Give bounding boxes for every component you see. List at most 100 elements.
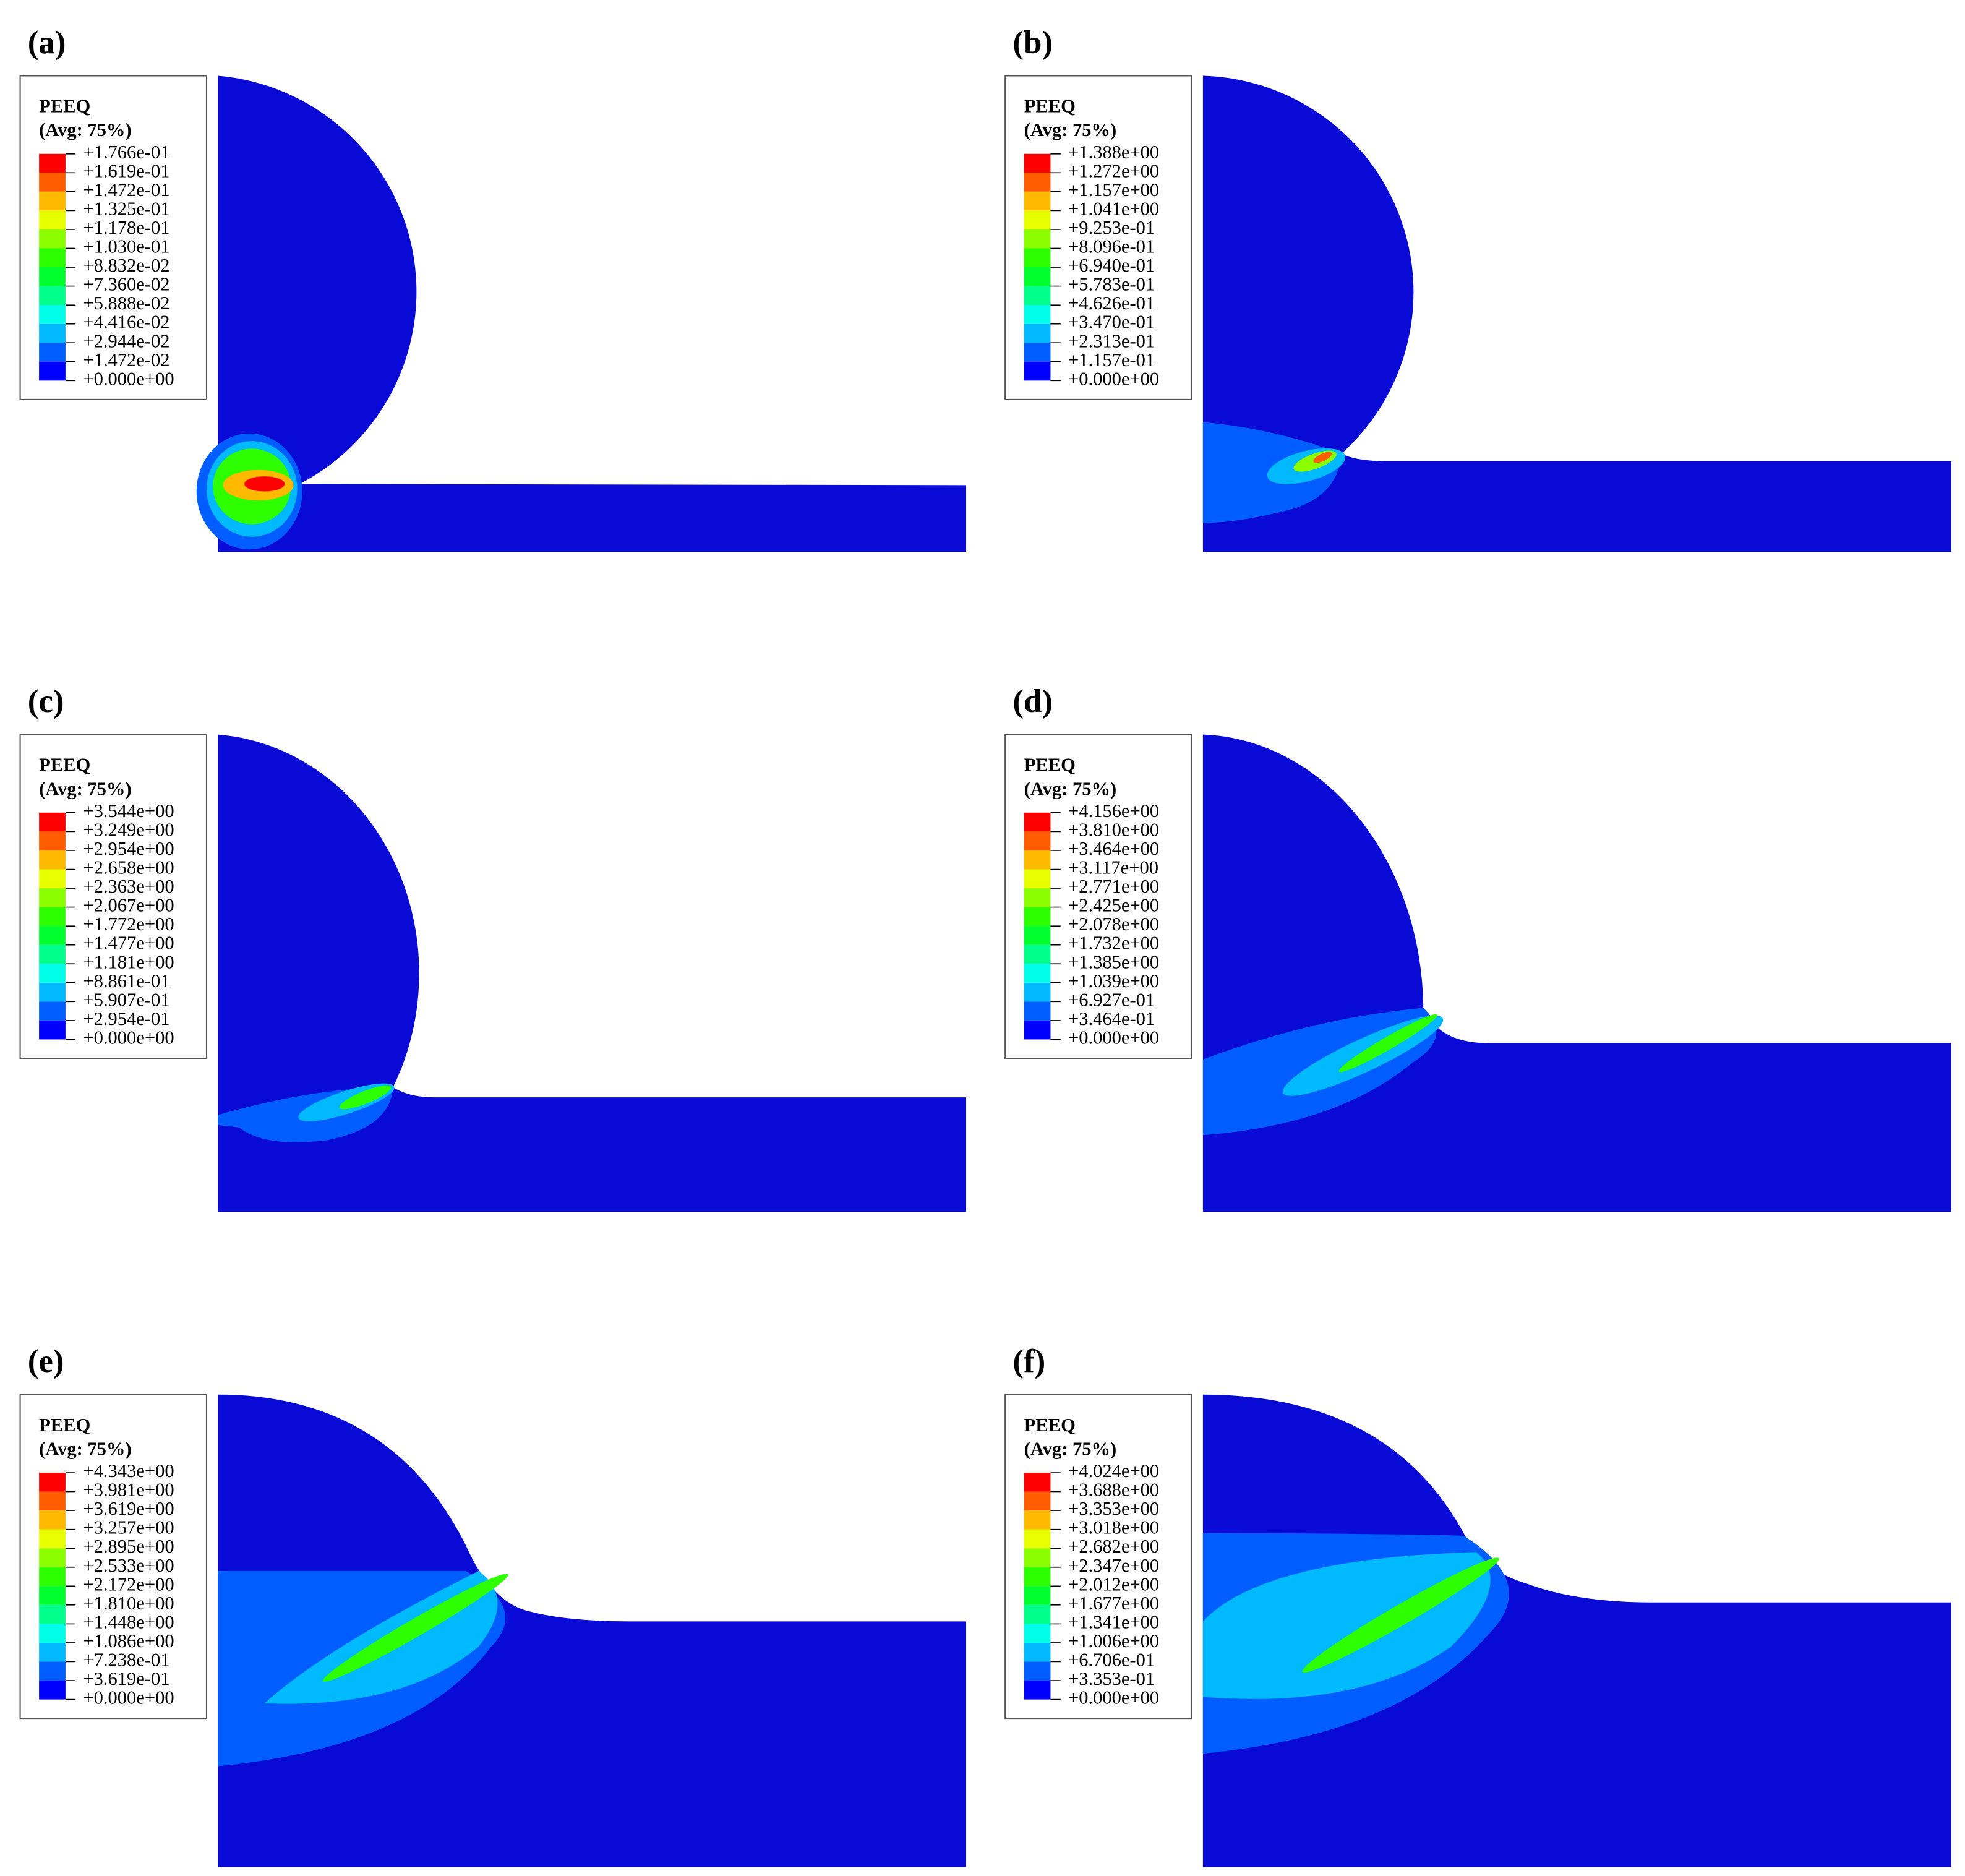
mesh — [218, 1394, 967, 1867]
legend-swatch — [1024, 343, 1051, 362]
legend-swatch — [1024, 210, 1051, 229]
panel: (b)PEEQ(Avg: 75%)+1.388e+00+1.272e+00+1.… — [1004, 25, 1951, 552]
legend-swatch — [39, 1567, 66, 1587]
legend-value: +8.832e-02 — [83, 255, 169, 276]
legend-swatch — [39, 361, 66, 381]
legend-value: +2.954e+00 — [83, 838, 174, 859]
legend-swatch — [1024, 1567, 1051, 1587]
legend-subtitle: (Avg: 75%) — [1024, 778, 1117, 799]
legend-value: +2.682e+00 — [1068, 1536, 1159, 1557]
legend-swatch — [39, 1624, 66, 1643]
legend-value: +1.772e+00 — [83, 914, 174, 935]
legend-swatch — [39, 1001, 66, 1021]
contour — [264, 1570, 498, 1704]
legend-value: +3.688e+00 — [1068, 1480, 1159, 1501]
legend-value: +1.472e-01 — [83, 179, 169, 200]
contour — [1302, 1557, 1499, 1673]
legend-swatch — [39, 869, 66, 889]
legend-swatch — [1024, 812, 1051, 832]
legend-title: PEEQ — [1024, 96, 1076, 117]
legend-value: +2.895e+00 — [83, 1536, 174, 1557]
legend-swatch — [1024, 1681, 1051, 1700]
legend-swatch — [1024, 850, 1051, 870]
legend-value: +2.533e+00 — [83, 1555, 174, 1576]
legend-swatch — [1024, 831, 1051, 850]
legend-swatch — [1024, 153, 1051, 173]
panel: (c)PEEQ(Avg: 75%)+3.544e+00+3.249e+00+2.… — [19, 683, 967, 1212]
legend-swatch — [1024, 982, 1051, 1002]
legend-swatch — [1024, 267, 1051, 286]
legend-swatch — [39, 1491, 66, 1511]
legend-swatch — [39, 323, 66, 343]
legend-value: +0.000e+00 — [1068, 1687, 1159, 1708]
contour — [244, 476, 285, 492]
legend-swatch — [39, 1661, 66, 1681]
legend-value: +3.353e-01 — [1068, 1668, 1155, 1689]
mesh — [218, 734, 967, 1212]
legend-swatch — [1024, 229, 1051, 249]
panel-label: (b) — [1012, 25, 1053, 61]
legend-value: +1.388e+00 — [1068, 142, 1159, 163]
legend-swatch — [1024, 1624, 1051, 1643]
legend-value: +3.018e+00 — [1068, 1517, 1159, 1538]
legend-value: +2.954e-01 — [83, 1008, 169, 1029]
legend-value: +1.472e-02 — [83, 349, 169, 370]
legend-value: +4.024e+00 — [1068, 1460, 1159, 1481]
mesh — [1202, 75, 1951, 552]
mesh — [218, 75, 967, 552]
legend-swatch — [39, 1020, 66, 1040]
legend-swatch — [39, 153, 66, 173]
panel-label: (e) — [28, 1343, 64, 1379]
legend-value: +0.000e+00 — [83, 1687, 174, 1708]
legend-value: +1.448e+00 — [83, 1611, 174, 1632]
legend-value: +1.732e+00 — [1068, 933, 1159, 954]
legend-swatch — [1024, 323, 1051, 343]
legend-swatch — [1024, 1510, 1051, 1530]
legend-value: +1.178e-01 — [83, 217, 169, 238]
legend-swatch — [1024, 1661, 1051, 1681]
legend-value: +7.238e-01 — [83, 1650, 169, 1671]
legend-swatch — [39, 1510, 66, 1530]
legend-swatch — [1024, 1586, 1051, 1605]
legend-value: +1.619e-01 — [83, 160, 169, 181]
legend-swatch — [39, 210, 66, 229]
legend-swatch — [39, 1604, 66, 1624]
legend-value: +1.766e-01 — [83, 142, 169, 163]
legend-value: +2.425e+00 — [1068, 895, 1159, 916]
legend-swatch — [39, 944, 66, 964]
legend-subtitle: (Avg: 75%) — [39, 1438, 132, 1459]
legend-value: +0.000e+00 — [83, 1027, 174, 1048]
legend-value: +1.341e+00 — [1068, 1611, 1159, 1632]
legend-value: +2.771e+00 — [1068, 876, 1159, 897]
legend-value: +5.783e-01 — [1068, 274, 1155, 295]
legend-value: +3.810e+00 — [1068, 819, 1159, 840]
legend-value: +1.385e+00 — [1068, 951, 1159, 972]
legend-value: +3.117e+00 — [1068, 857, 1158, 878]
panel-label: (f) — [1012, 1343, 1045, 1379]
legend-swatch — [39, 305, 66, 324]
legend-swatch — [1024, 1529, 1051, 1549]
legend-value: +2.944e-02 — [83, 330, 169, 351]
legend-value: +4.626e-01 — [1068, 293, 1155, 314]
legend-value: +1.477e+00 — [83, 933, 174, 954]
legend-title: PEEQ — [39, 96, 90, 117]
legend-value: +5.888e-02 — [83, 293, 169, 314]
legend-value: +3.470e-01 — [1068, 312, 1155, 333]
legend-value: +6.940e-01 — [1068, 255, 1155, 276]
legend-swatch — [1024, 869, 1051, 889]
legend-swatch — [1024, 907, 1051, 927]
legend-value: +3.353e+00 — [1068, 1498, 1159, 1519]
legend-value: +3.257e+00 — [83, 1517, 174, 1538]
legend-swatch — [39, 982, 66, 1002]
legend-value: +3.464e-01 — [1068, 1008, 1155, 1029]
legend-value: +2.067e+00 — [83, 895, 174, 916]
legend-swatch — [39, 1548, 66, 1567]
legend-value: +4.416e-02 — [83, 312, 169, 333]
legend-swatch — [39, 286, 66, 306]
legend-swatch — [39, 248, 66, 268]
legend-value: +7.360e-02 — [83, 274, 169, 295]
legend-swatch — [39, 831, 66, 850]
legend-value: +8.096e-01 — [1068, 236, 1155, 257]
legend-value: +1.157e+00 — [1068, 179, 1159, 200]
